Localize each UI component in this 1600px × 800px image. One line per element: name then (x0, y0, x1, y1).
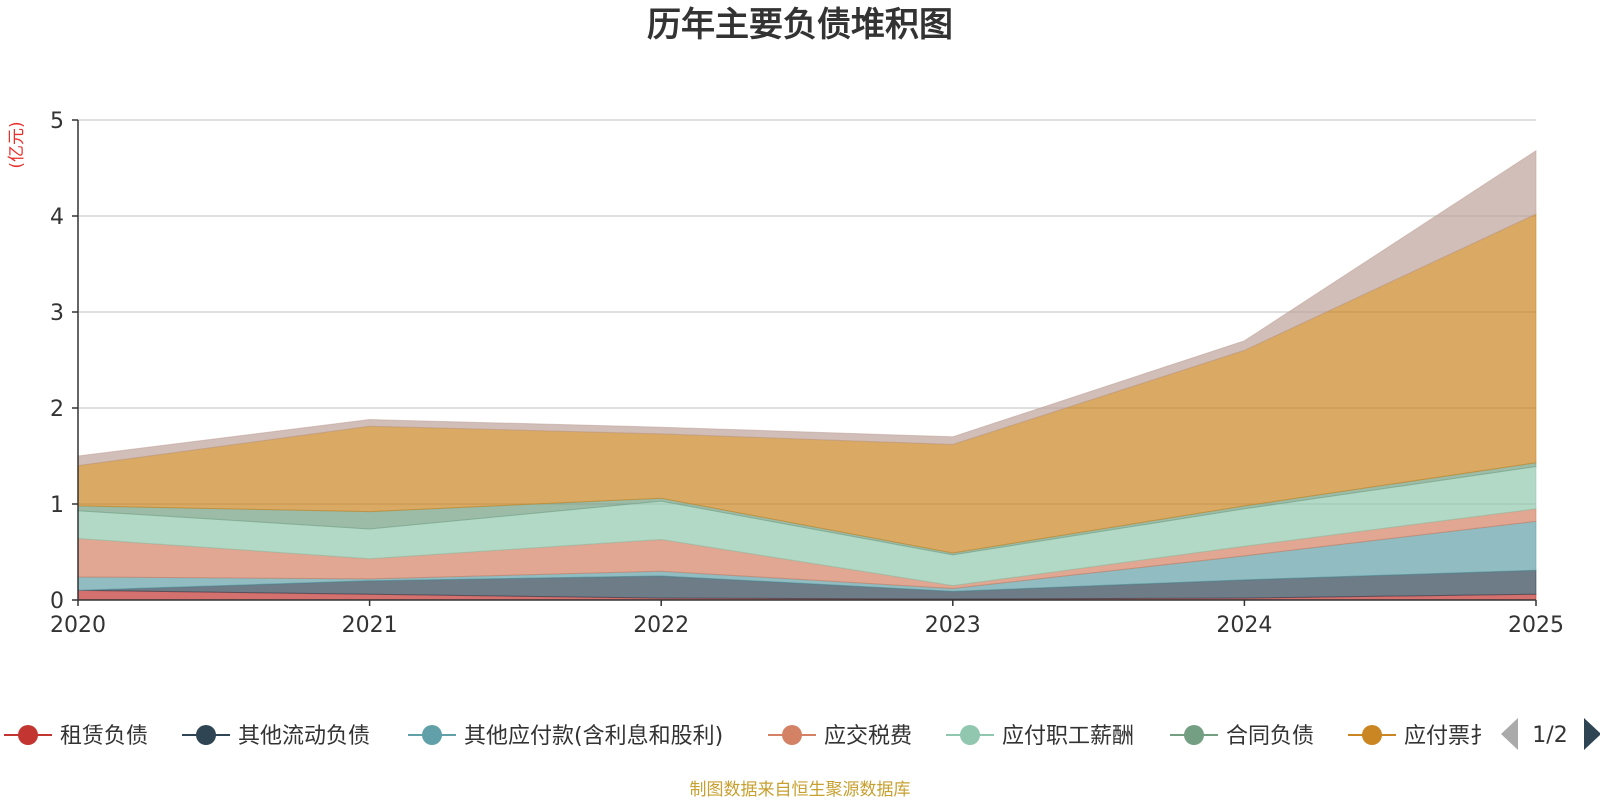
x-tick-label: 2022 (633, 613, 689, 638)
legend-marker-icon (196, 725, 216, 745)
legend-label: 应交税费 (824, 724, 912, 749)
legend-marker-icon (18, 725, 38, 745)
legend: 租赁负债 其他流动负债 其他应付款(含利息和股利) 应交税费 应付职工薪酬 合同负债 应付票… (4, 718, 1600, 750)
legend-item[interactable]: 应付票扌 (1348, 724, 1492, 749)
area-series-8 (77, 149, 1537, 467)
y-tick-label: 5 (50, 109, 64, 134)
x-tick-label: 2024 (1216, 613, 1272, 638)
legend-prev-page-icon[interactable] (1501, 718, 1518, 750)
axes (77, 120, 1536, 601)
y-tick-label: 0 (50, 589, 64, 614)
y-tick-label: 3 (50, 301, 64, 326)
legend-label: 其他应付款(含利息和股利) (464, 724, 723, 749)
y-tick-label: 1 (50, 493, 64, 518)
legend-label: 其他流动负债 (238, 724, 370, 749)
legend-marker-icon (422, 725, 442, 745)
y-tick-label: 2 (50, 397, 64, 422)
legend-label: 合同负债 (1226, 724, 1314, 749)
x-tick-label: 2023 (925, 613, 981, 638)
legend-marker-icon (1362, 725, 1382, 745)
legend-marker-icon (1184, 725, 1204, 745)
data-source-footer: 制图数据来自恒生聚源数据库 (690, 780, 911, 800)
legend-item[interactable]: 合同负债 (1170, 724, 1314, 749)
legend-item[interactable]: 其他应付款(含利息和股利) (408, 724, 723, 749)
x-tick-label: 2021 (342, 613, 398, 638)
x-tick-label: 2025 (1508, 613, 1564, 638)
series-areas (77, 149, 1537, 601)
x-tick-label: 2020 (50, 613, 106, 638)
legend-pager: 1/2 (1501, 718, 1600, 750)
legend-next-page-icon[interactable] (1584, 718, 1600, 750)
legend-marker-icon (782, 725, 802, 745)
y-axis-unit: (亿元) (7, 121, 27, 168)
x-axis-ticks: 2020 2021 2022 2023 2024 2025 (50, 600, 1564, 638)
legend-item[interactable]: 租赁负债 (4, 724, 148, 749)
legend-label: 应付职工薪酬 (1002, 724, 1134, 749)
legend-marker-icon (960, 725, 980, 745)
legend-label: 应付票扌 (1404, 724, 1492, 749)
y-tick-label: 4 (50, 205, 64, 230)
legend-item[interactable]: 其他流动负债 (182, 724, 370, 749)
legend-item[interactable]: 应交税费 (768, 724, 912, 749)
legend-item[interactable]: 应付职工薪酬 (946, 724, 1134, 749)
legend-page-indicator: 1/2 (1532, 723, 1567, 748)
chart-title: 历年主要负债堆积图 (647, 5, 953, 45)
legend-label: 租赁负债 (60, 724, 148, 749)
y-axis-ticks: 0 1 2 3 4 5 (50, 109, 78, 614)
